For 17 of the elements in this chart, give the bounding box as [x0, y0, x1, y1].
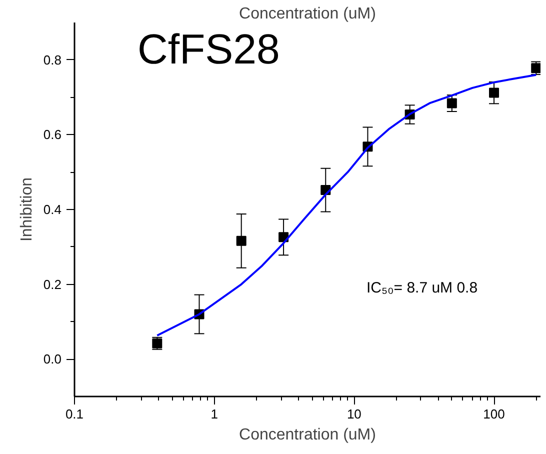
x-axis-title: Concentration (uM) [239, 426, 376, 444]
y-axis-title: Inhibition [18, 177, 36, 242]
y-tick-label: 0.6 [43, 127, 62, 142]
point [446, 98, 457, 108]
y-tick-label: 0.8 [43, 52, 62, 68]
annotation: IC₅₀= 8.7 uM 0.8 [366, 280, 478, 296]
annotation: CfFS28 [138, 26, 280, 72]
x-tick-label: 10 [346, 406, 362, 422]
point [489, 88, 500, 98]
y-tick-label: 0.4 [43, 202, 62, 217]
x-tick-label: 0.1 [65, 406, 84, 422]
y-tick-label: 0.2 [43, 276, 62, 292]
x-tick-label: 100 [483, 406, 505, 422]
point [236, 236, 246, 246]
x-tick-label: 1 [210, 406, 218, 422]
y-tick-label: 0.0 [43, 352, 62, 367]
x2-axis-title: Concentration (uM) [239, 6, 376, 22]
